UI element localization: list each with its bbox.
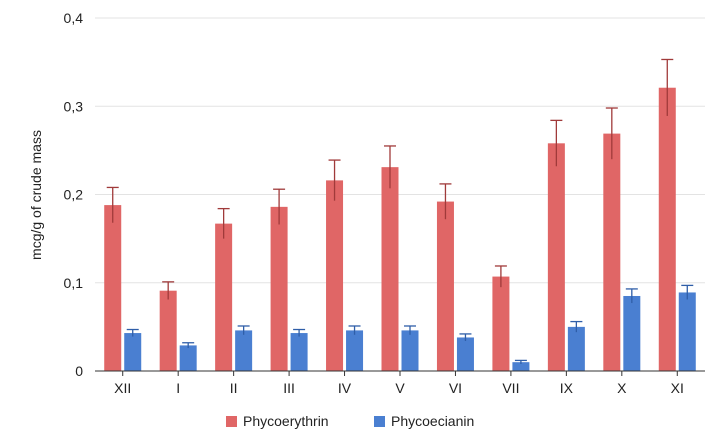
- bar-phycoecianin-vi: [456, 337, 474, 371]
- bar-phycoecianin-i: [179, 345, 197, 371]
- bar-phycoerythrin-vii: [492, 276, 510, 371]
- x-tick-label: V: [395, 380, 405, 396]
- error-bar-phycoecianin-vii: [514, 359, 527, 364]
- bar-phycoerythrin-iii: [270, 206, 288, 371]
- x-tick-label: I: [176, 380, 180, 396]
- error-bar-phycoerythrin-vii: [494, 265, 507, 288]
- error-bar-phycoerythrin-ix: [550, 119, 563, 167]
- bar-phycoerythrin-ii: [215, 223, 233, 371]
- error-bar-phycoecianin-x: [625, 288, 638, 304]
- y-tick-label: 0,3: [64, 98, 84, 114]
- error-bar-phycoerythrin-iii: [273, 188, 286, 225]
- error-bar-phycoecianin-ix: [570, 320, 583, 333]
- error-bar-phycoecianin-iv: [348, 325, 361, 335]
- error-bar-phycoerythrin-xii: [106, 186, 119, 223]
- x-tick-label: VII: [502, 380, 519, 396]
- error-bar-phycoerythrin-iv: [328, 159, 341, 201]
- bar-phycoecianin-iii: [290, 333, 308, 371]
- legend-label-phycoecianin: Phycoecianin: [391, 413, 474, 429]
- y-tick-label: 0,1: [64, 275, 84, 291]
- error-bar-phycoerythrin-vi: [439, 183, 452, 220]
- bar-phycoecianin-iv: [346, 330, 364, 371]
- error-bar-phycoecianin-i: [182, 342, 195, 349]
- bar-phycoerythrin-vi: [436, 201, 454, 371]
- x-tick-label: III: [283, 380, 295, 396]
- x-tick-label: II: [230, 380, 238, 396]
- error-bar-phycoecianin-vi: [459, 333, 472, 341]
- x-tick-label: XII: [114, 380, 131, 396]
- bar-phycoecianin-ix: [567, 326, 585, 371]
- bar-phycoecianin-xii: [124, 333, 142, 371]
- bar-phycoerythrin-ix: [547, 143, 565, 371]
- y-axis-label: mcg/g of crude mass: [28, 130, 44, 260]
- y-axis-ticks: 0 0,1 0,2 0,3 0,4: [64, 10, 84, 379]
- error-bar-phycoecianin-xi: [681, 284, 694, 300]
- error-bar-phycoecianin-iii: [293, 328, 306, 337]
- bar-phycoerythrin-xi: [658, 87, 676, 371]
- x-tick-label: VI: [449, 380, 462, 396]
- error-bar-phycoerythrin-i: [162, 281, 175, 300]
- error-bar-phycoecianin-ii: [237, 325, 250, 335]
- error-bar-phycoerythrin-v: [384, 145, 396, 189]
- legend-label-phycoerythrin: Phycoerythrin: [243, 413, 329, 429]
- bar-phycoerythrin-iv: [326, 180, 344, 371]
- bar-phycoerythrin-xii: [104, 205, 122, 371]
- bar-phycoerythrin-i: [159, 290, 177, 371]
- bar-phycoecianin-ii: [235, 330, 253, 371]
- y-tick-label: 0,4: [64, 10, 84, 26]
- bar-phycoerythrin-v: [381, 167, 399, 371]
- y-tick-label: 0: [75, 363, 83, 379]
- error-bar-phycoecianin-v: [404, 325, 416, 335]
- x-axis-ticks: XII I II III IV V VI VII IX X XI: [114, 371, 684, 396]
- bar-phycoecianin-xi: [678, 292, 696, 371]
- x-tick-label: IV: [338, 380, 352, 396]
- error-bar-phycoerythrin-x: [605, 107, 618, 160]
- bars: [104, 58, 696, 371]
- x-tick-label: X: [617, 380, 627, 396]
- bar-phycoecianin-vii: [512, 362, 530, 371]
- y-tick-label: 0,2: [64, 187, 84, 203]
- legend-swatch-phycoecianin: [374, 416, 385, 427]
- error-bar-phycoerythrin-xi: [661, 58, 674, 116]
- bar-phycoecianin-x: [623, 295, 641, 371]
- bar-phycoecianin-v: [401, 330, 419, 371]
- error-bar-phycoerythrin-ii: [217, 207, 230, 239]
- x-tick-label: IX: [560, 380, 574, 396]
- legend: Phycoerythrin Phycoecianin: [226, 413, 474, 429]
- x-tick-label: XI: [671, 380, 684, 396]
- legend-swatch-phycoerythrin: [226, 416, 237, 427]
- bar-phycoerythrin-x: [603, 133, 621, 371]
- error-bar-phycoecianin-xii: [126, 328, 139, 337]
